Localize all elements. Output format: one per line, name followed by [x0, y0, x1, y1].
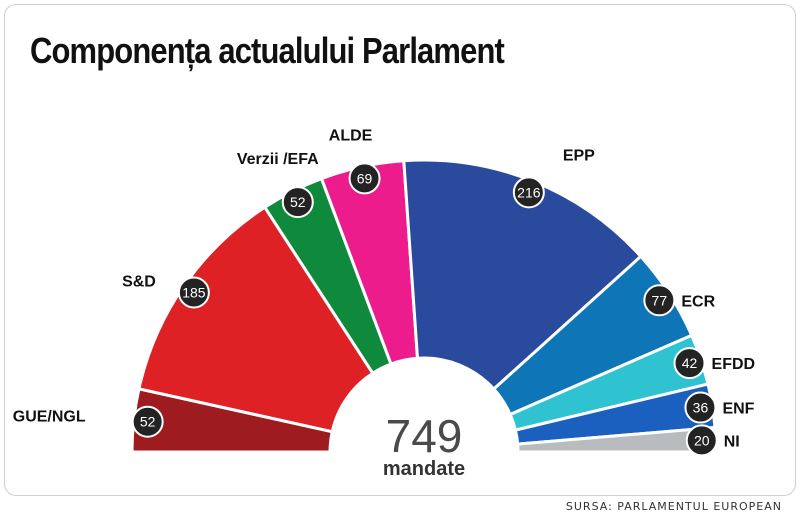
source-note: SURSA: PARLAMENTUL EUROPEAN: [565, 500, 782, 513]
total-seats-value: 749: [386, 410, 463, 462]
seat-badge-gue-ngl: [131, 405, 164, 438]
seat-badge-efdd: [673, 347, 706, 380]
seat-value-ecr: 77: [652, 292, 668, 308]
seat-value-enf: 36: [693, 400, 709, 416]
seat-badge-enf: [684, 391, 717, 424]
seat-badge-sandd: [177, 276, 210, 309]
party-label-enf: ENF: [722, 401, 754, 418]
seat-value-alde: 69: [357, 170, 373, 186]
party-label-efdd: EFDD: [712, 356, 756, 373]
seat-value-efdd: 42: [682, 355, 698, 371]
total-seats-unit: mandate: [383, 458, 465, 480]
seat-badge-ecr: [643, 284, 676, 317]
slices-group: [130, 158, 718, 454]
party-label-epp: EPP: [563, 147, 595, 164]
seat-badge-epp: [512, 176, 545, 209]
slice-epp: [402, 158, 643, 392]
seat-value-gue-ngl: 52: [140, 414, 156, 430]
party-label-alde: ALDE: [329, 127, 373, 144]
party-label-ecr: ECR: [681, 293, 715, 310]
labels-group: 52 GUE/NGL 185 S&D 52 Verzii /EFA 69 ALDE 216 EPP…: [13, 127, 756, 457]
seat-badge-verzii-efa: [281, 186, 314, 219]
seat-value-epp: 216: [517, 184, 541, 200]
seat-value-ni: 20: [694, 432, 710, 448]
party-label-sandd: S&D: [122, 273, 156, 290]
party-label-gue-ngl: GUE/NGL: [13, 409, 86, 426]
seat-badge-alde: [348, 162, 381, 195]
seat-badge-ni: [685, 424, 718, 457]
chart-title: Componența actualului Parlament: [30, 30, 505, 71]
slice-sandd: [137, 205, 375, 434]
seat-value-verzii-efa: 52: [290, 194, 306, 210]
party-label-ni: NI: [724, 433, 740, 450]
party-label-verzii-efa: Verzii /EFA: [237, 151, 319, 168]
seat-value-sandd: 185: [182, 284, 206, 300]
